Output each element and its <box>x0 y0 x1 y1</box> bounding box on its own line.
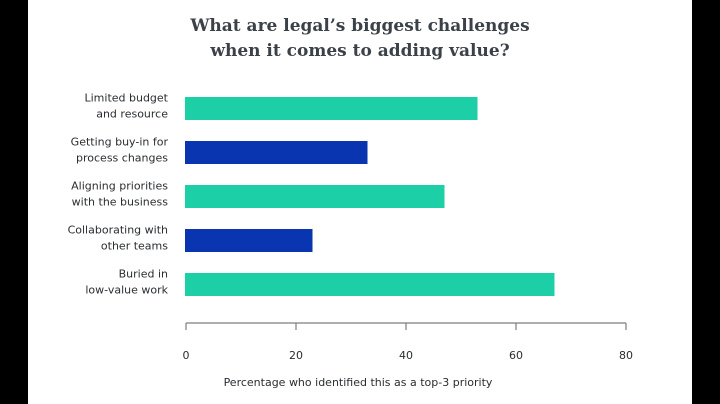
category-labels: Limited budget and resource Getting buy-in… <box>68 92 169 297</box>
category-label: process changes <box>76 152 168 165</box>
x-tick-label: 40 <box>399 349 413 362</box>
bar <box>185 141 368 164</box>
chart-title-line: when it comes to adding value? <box>209 41 509 61</box>
category-label: low-value work <box>85 284 168 297</box>
bar <box>185 273 555 296</box>
bar <box>185 97 478 120</box>
x-axis-title: Percentage who identified this as a top-… <box>224 376 493 389</box>
chart-title-line: What are legal’s biggest challenges <box>189 16 529 36</box>
bar-chart: What are legal’s biggest challenges when … <box>68 16 634 389</box>
category-label: Buried in <box>119 268 168 281</box>
category-label: Collaborating with <box>68 224 168 237</box>
x-tick-label: 0 <box>183 349 190 362</box>
bar <box>185 185 445 208</box>
category-label: with the business <box>72 196 169 209</box>
chart-canvas: What are legal’s biggest challenges when … <box>28 0 692 404</box>
chart-title: What are legal’s biggest challenges when … <box>189 16 529 61</box>
bars-group <box>185 97 555 296</box>
category-label: Getting buy-in for <box>71 136 169 149</box>
category-label: and resource <box>96 108 168 121</box>
x-tick-labels: 0 20 40 60 80 <box>183 349 634 362</box>
category-label: Aligning priorities <box>71 180 168 193</box>
x-axis <box>185 322 627 330</box>
x-tick-label: 80 <box>619 349 633 362</box>
x-tick-label: 60 <box>509 349 523 362</box>
category-label: Limited budget <box>84 92 168 105</box>
category-label: other teams <box>101 240 168 253</box>
bar <box>185 229 313 252</box>
x-tick-label: 20 <box>289 349 303 362</box>
